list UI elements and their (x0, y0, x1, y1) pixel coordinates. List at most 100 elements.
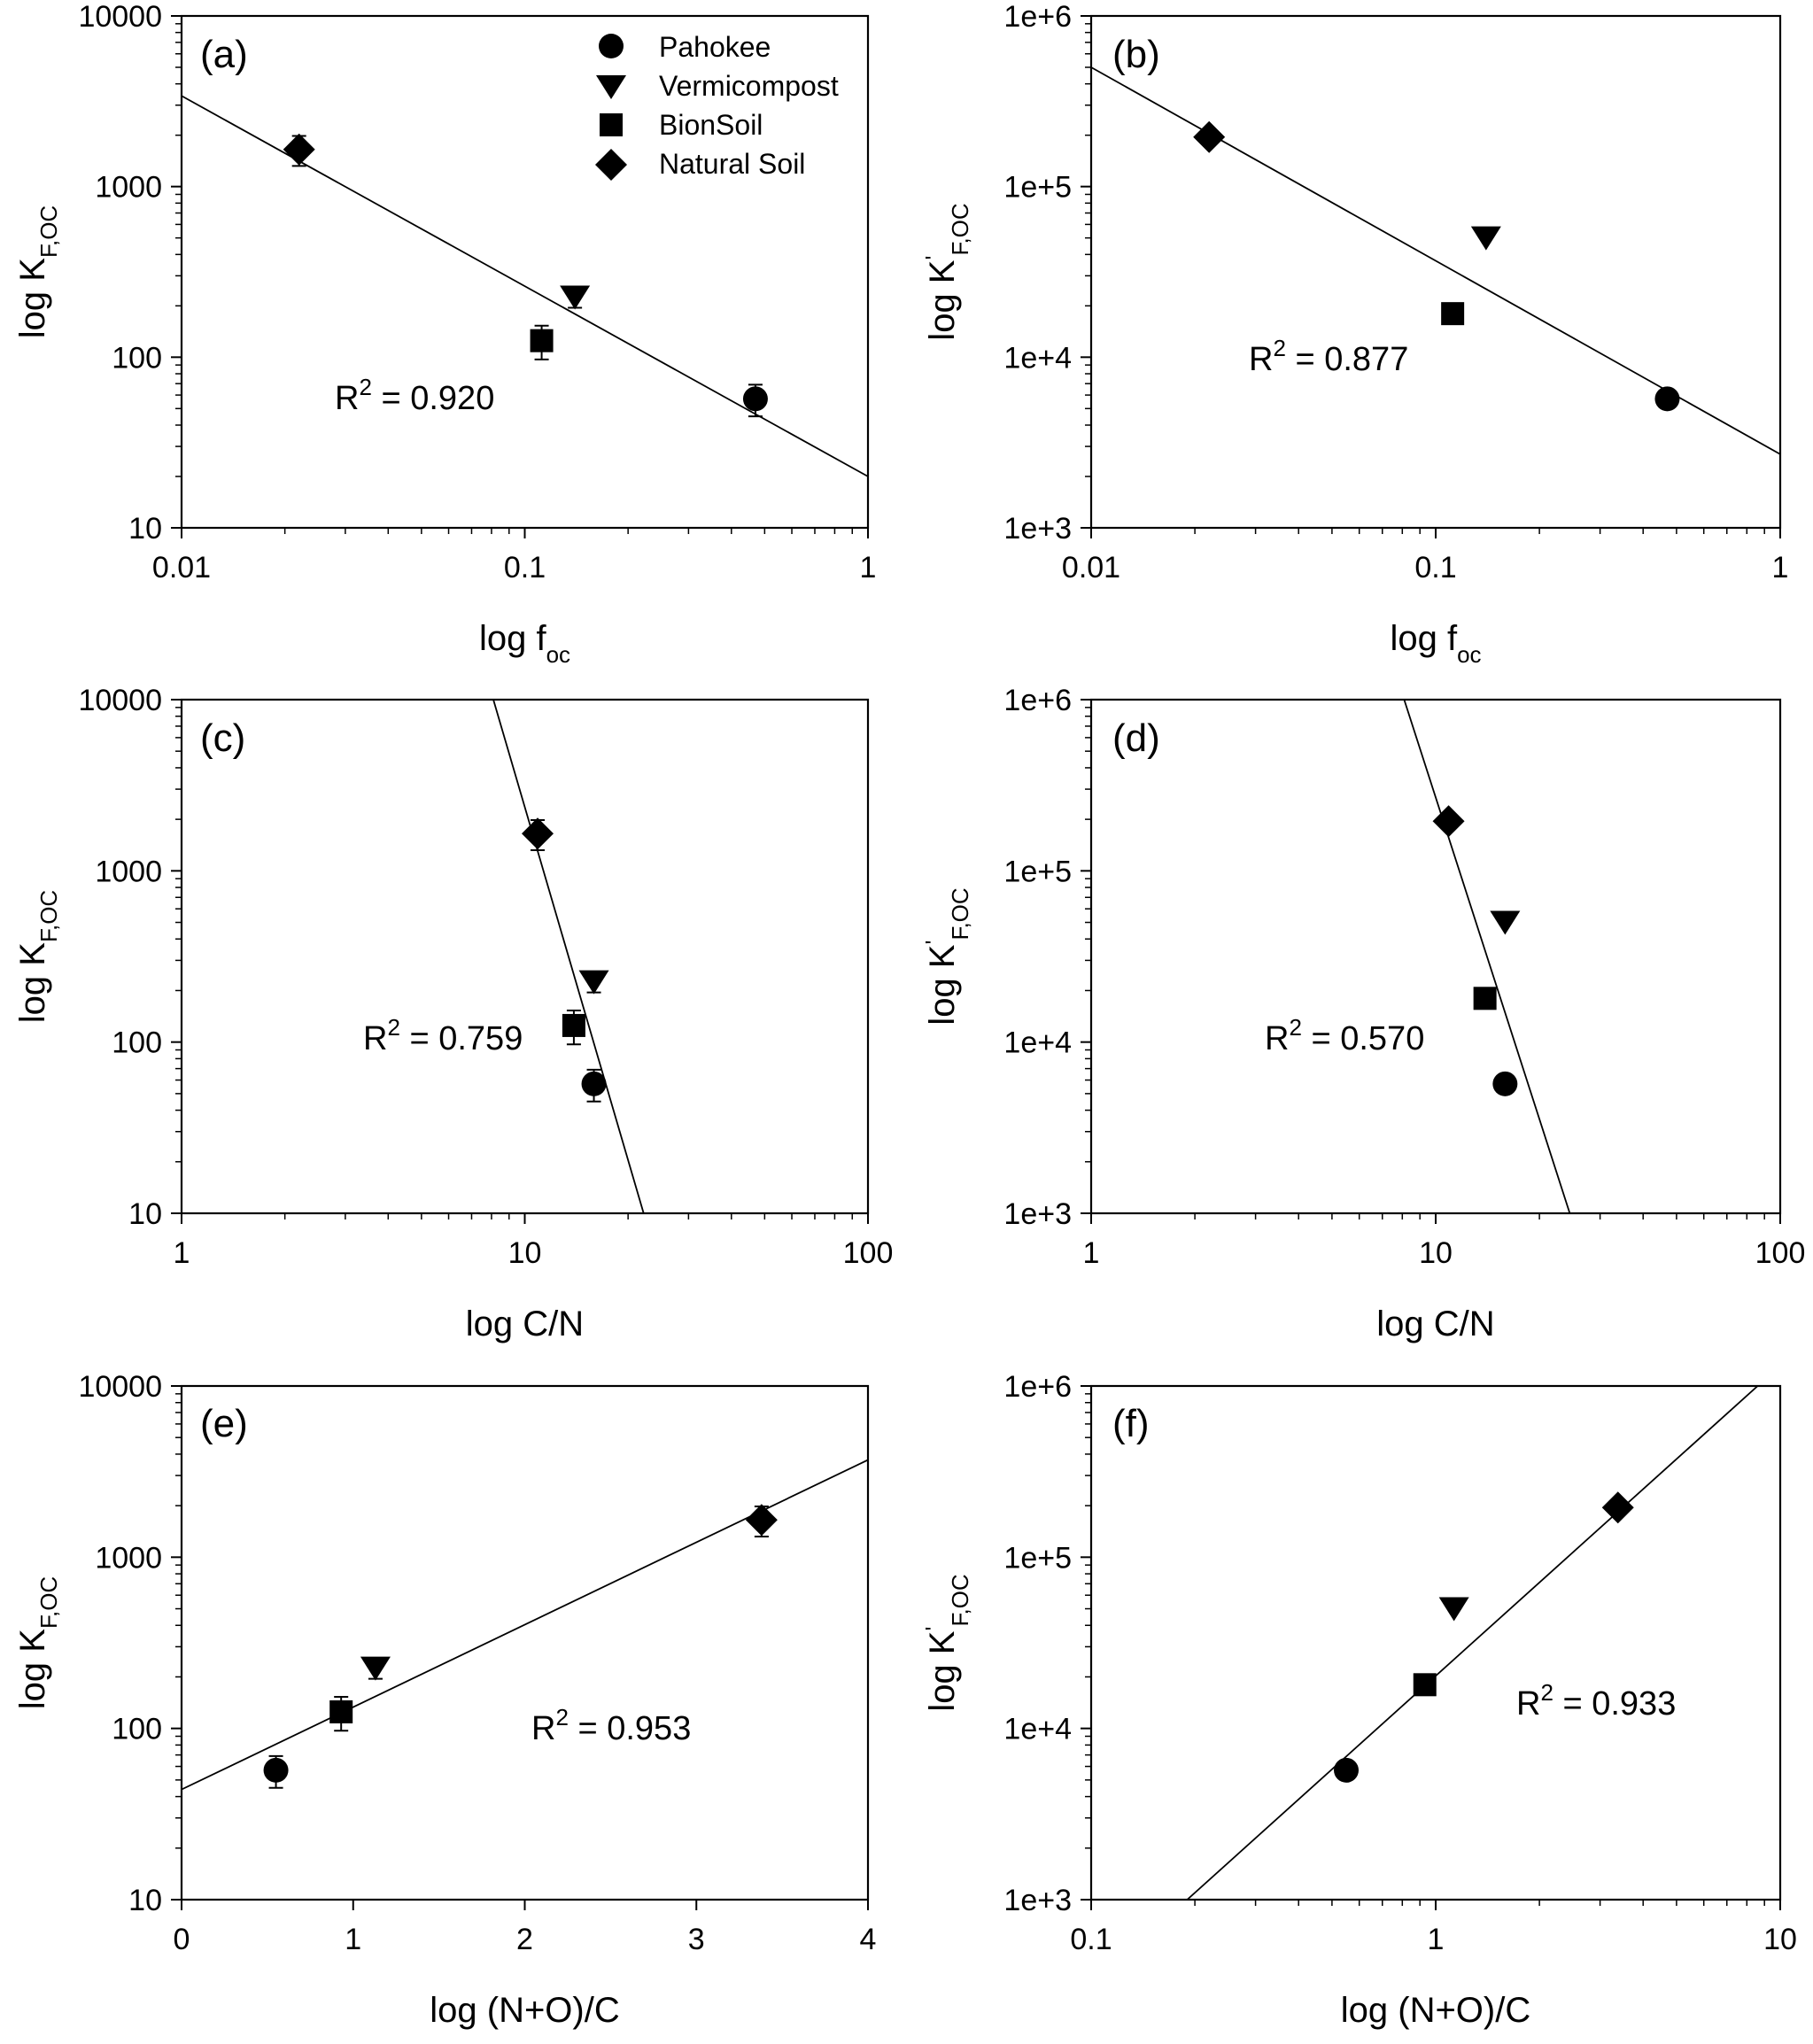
y-tick-label: 1e+6 (1003, 684, 1072, 717)
y-axis-label: log K'F,OC (920, 1574, 973, 1711)
y-axis-label: log K'F,OC (920, 887, 973, 1025)
y-axis-label-subscript: F,OC (35, 205, 62, 258)
y-axis-label-subscript: F,OC (947, 887, 973, 940)
x-tick-label: 1 (1083, 1236, 1100, 1270)
legend-marker-diamond (595, 149, 627, 181)
x-tick-label: 100 (843, 1236, 894, 1270)
data-point-pahokee (1334, 1757, 1360, 1783)
y-tick-label: 100 (112, 341, 162, 375)
y-axis-label-main: log K (13, 942, 52, 1023)
data-point-pahokee (1654, 386, 1680, 412)
x-tick-label: 1 (174, 1236, 190, 1270)
y-axis-label-subscript: F,OC (35, 1576, 62, 1629)
x-tick-label: 1 (1772, 551, 1789, 585)
data-point-natural-soil (1601, 1491, 1634, 1524)
legend-entry-bionsoil: BionSoil (600, 109, 763, 141)
y-tick-label: 1e+4 (1003, 1713, 1072, 1746)
x-axis-label-main: log C/N (1376, 1305, 1494, 1343)
x-tick-label: 3 (688, 1923, 705, 1956)
x-axis-label-main: log (N+O)/C (1341, 1991, 1531, 2030)
legend-marker-circle (599, 34, 624, 58)
x-tick-label: 0.1 (1414, 551, 1456, 585)
data-point-bionsoil (530, 329, 554, 352)
x-axis-label-main: log (N+O)/C (430, 1991, 620, 2030)
legend-entry-natural-soil: Natural Soil (595, 148, 805, 181)
r-squared-annotation: R2 = 0.953 (531, 1704, 691, 1747)
regression-line (1186, 1386, 1759, 1900)
legend-label: BionSoil (659, 109, 763, 141)
r-squared-superscript: 2 (1273, 335, 1285, 361)
y-axis-label-prime: ' (920, 941, 947, 945)
data-point-pahokee (263, 1757, 289, 1783)
y-tick-label: 1000 (95, 171, 162, 205)
r-squared-annotation: R2 = 0.877 (1249, 335, 1408, 378)
y-tick-label: 100 (112, 1026, 162, 1060)
y-axis-label-main: log K (923, 259, 962, 340)
r-squared-annotation: R2 = 0.570 (1265, 1014, 1424, 1057)
x-tick-label: 10 (508, 1236, 542, 1270)
x-axis-label: log C/N (466, 1305, 584, 1343)
x-tick-label: 0.01 (1062, 551, 1120, 585)
x-tick-label: 1 (1428, 1923, 1445, 1956)
data-point-vermicompost (560, 285, 591, 310)
legend-marker-triangle-down (596, 75, 626, 99)
r-squared-annotation: R2 = 0.759 (363, 1014, 523, 1057)
x-tick-label: 10 (1419, 1236, 1453, 1270)
plot-frame (1089, 1384, 1782, 1901)
y-axis-label: log KF,OC (13, 205, 62, 338)
x-tick-label: 2 (516, 1923, 533, 1956)
y-axis-label: log K'F,OC (920, 203, 973, 340)
panel-label: (d) (1112, 716, 1160, 760)
x-tick-label: 4 (860, 1923, 877, 1956)
r-squared-superscript: 2 (1289, 1014, 1301, 1041)
y-axis-label-subscript: F,OC (947, 203, 973, 255)
y-tick-label: 10000 (78, 0, 162, 34)
r-squared-superscript: 2 (1540, 1679, 1553, 1706)
r-squared-value: = 0.933 (1553, 1685, 1676, 1723)
data-point-vermicompost (360, 1656, 391, 1681)
x-axis-label-main: log C/N (466, 1305, 584, 1343)
r-squared-value: = 0.877 (1286, 341, 1408, 378)
chart-panel-b: 0.01 0.1 1 1e+3 1e+4 1e+5 1e+6 log foc log K'F,O… (920, 0, 1788, 668)
y-tick-label: 10 (128, 1197, 162, 1231)
x-tick-label: 10 (1763, 1923, 1797, 1956)
legend-label: Vermicompost (659, 70, 839, 102)
r-squared-superscript: 2 (387, 1014, 399, 1041)
y-axis-label-subscript: F,OC (35, 890, 62, 942)
y-tick-label: 1e+3 (1003, 1197, 1072, 1231)
y-tick-label: 1e+5 (1003, 1541, 1072, 1575)
data-point-pahokee (1492, 1071, 1518, 1096)
chart-panel-a: 0.01 0.1 1 10 100 1000 10000 log foc log KF,OC (a… (13, 0, 876, 668)
y-tick-label: 1e+4 (1003, 1026, 1072, 1060)
r-squared-annotation: R2 = 0.933 (1516, 1679, 1676, 1723)
x-tick-label: 0.1 (504, 551, 546, 585)
panel-label: (b) (1112, 33, 1160, 76)
x-tick-label: 1 (860, 551, 877, 585)
x-tick-label: 0 (174, 1923, 190, 1956)
panel-label: (f) (1112, 1402, 1150, 1445)
y-tick-label: 1000 (95, 1541, 162, 1575)
data-point-vermicompost (1470, 226, 1501, 251)
y-axis-label-main: log K (13, 1629, 52, 1709)
data-point-bionsoil (1473, 987, 1497, 1010)
y-tick-label: 10 (128, 512, 162, 546)
data-point-pahokee (581, 1071, 607, 1096)
r-squared-letter: R (363, 1020, 387, 1057)
x-axis-label-main: log f (1390, 619, 1457, 658)
y-axis-label: log KF,OC (13, 890, 62, 1023)
x-axis-label: log foc (1390, 619, 1481, 668)
x-axis-label: log foc (479, 619, 570, 668)
r-squared-value: = 0.953 (569, 1710, 691, 1747)
y-axis-label-prime: ' (920, 256, 947, 260)
r-squared-value: = 0.920 (372, 380, 494, 417)
chart-panel-c: 1 10 100 10 100 1000 10000 log C/N log KF,OC (c) R… (13, 684, 893, 1343)
x-axis-label-subscript: oc (1457, 641, 1481, 668)
regression-line (1403, 700, 1571, 1213)
panel-label: (a) (200, 33, 248, 76)
y-axis-label-subscript: F,OC (947, 1574, 973, 1626)
data-point-bionsoil (1441, 302, 1465, 326)
y-axis-label-prime: ' (920, 1627, 947, 1631)
plot-frame (180, 1384, 870, 1901)
r-squared-letter: R (1516, 1685, 1540, 1723)
